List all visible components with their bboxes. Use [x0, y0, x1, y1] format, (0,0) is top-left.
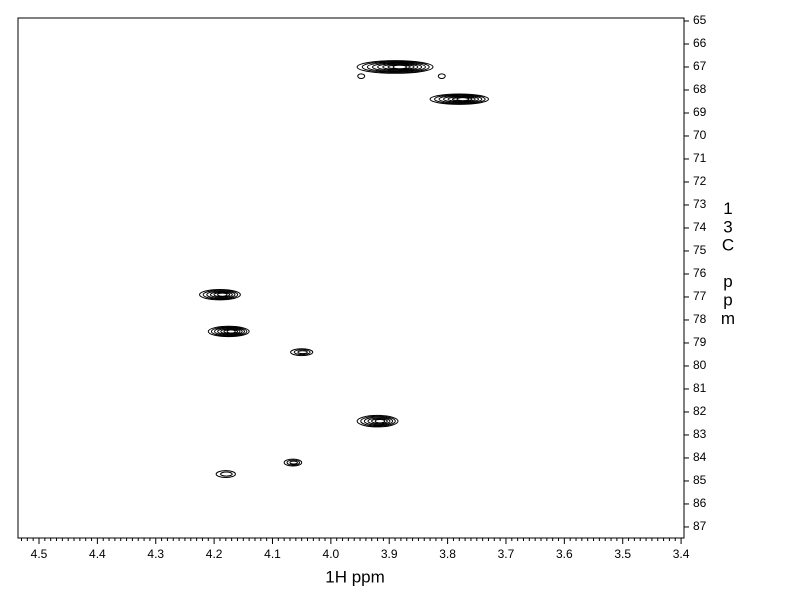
- x-tick-label: 3.9: [381, 547, 398, 561]
- x-tick-label: 4.4: [89, 547, 106, 561]
- x-tick-label: 3.8: [439, 547, 456, 561]
- x-tick-label: 4.3: [147, 547, 164, 561]
- y-tick-label: 73: [693, 197, 707, 211]
- contour-ring: [207, 325, 250, 338]
- contour-ring: [377, 63, 419, 71]
- peak: [290, 348, 314, 357]
- contour-ring: [366, 61, 426, 73]
- y-tick-label: 83: [693, 427, 707, 441]
- contour-ring: [392, 64, 407, 70]
- x-tick-label: 3.4: [673, 547, 690, 561]
- peak: [357, 73, 366, 79]
- contour-ring: [382, 63, 415, 71]
- contour-ring: [297, 350, 308, 355]
- contour-ring: [360, 415, 396, 427]
- contour-ring: [214, 327, 246, 336]
- y-tick-label: 84: [693, 450, 707, 464]
- y-tick-label: 65: [693, 13, 707, 27]
- y-tick-label: 70: [693, 128, 707, 142]
- contour-ring: [220, 471, 233, 477]
- contour-ring: [206, 290, 236, 299]
- y-tick-label: 81: [693, 381, 707, 395]
- x-axis-label: 1H ppm: [325, 567, 385, 586]
- peak: [356, 414, 399, 428]
- y-tick-label: 69: [693, 105, 707, 119]
- y-tick-label: 77: [693, 289, 707, 303]
- y-tick-label: 74: [693, 220, 707, 234]
- contour-ring: [429, 93, 489, 105]
- peak: [207, 325, 250, 338]
- contour-ring: [210, 326, 248, 337]
- contour-ring: [434, 94, 486, 105]
- contour-ring: [438, 94, 483, 104]
- contour-ring: [443, 95, 480, 103]
- y-tick-label: 75: [693, 243, 707, 257]
- y-tick-label: 66: [693, 36, 707, 50]
- y-tick-label: 71: [693, 151, 707, 165]
- contour-ring: [199, 288, 241, 301]
- contour-ring: [217, 292, 228, 297]
- plot-frame: [17, 17, 685, 539]
- contour-ring: [215, 470, 236, 479]
- contour-ring: [289, 460, 298, 465]
- contour-ring: [357, 73, 366, 79]
- y-tick-label: 68: [693, 82, 707, 96]
- contour-ring: [293, 349, 311, 356]
- contour-ring: [356, 414, 399, 428]
- contour-ring: [283, 458, 303, 467]
- contour-ring: [220, 328, 241, 335]
- x-tick-label: 3.5: [614, 547, 631, 561]
- contour-ring: [361, 60, 430, 74]
- y-tick-label: 86: [693, 496, 707, 510]
- x-tick-label: 3.6: [556, 547, 573, 561]
- y-tick-label: 76: [693, 266, 707, 280]
- peak: [215, 470, 236, 479]
- peak: [429, 93, 489, 105]
- contour-ring: [372, 62, 423, 72]
- contour-ring: [374, 418, 386, 424]
- x-tick-label: 3.7: [498, 547, 515, 561]
- contour-ring: [209, 291, 233, 298]
- contour-ring: [456, 97, 470, 102]
- contour-ring: [202, 289, 239, 300]
- y-tick-label: 79: [693, 335, 707, 349]
- contour-ring: [226, 329, 236, 334]
- contour-ring: [356, 60, 434, 74]
- x-tick-label: 4.1: [264, 547, 281, 561]
- x-tick-label: 4.2: [206, 547, 223, 561]
- peak: [283, 458, 303, 467]
- y-tick-label: 85: [693, 473, 707, 487]
- contour-ring: [290, 348, 314, 357]
- y-tick-label: 82: [693, 404, 707, 418]
- contour-ring: [286, 459, 301, 466]
- contour-ring: [363, 416, 394, 426]
- contour-ring: [447, 96, 476, 103]
- y-tick-label: 72: [693, 174, 707, 188]
- peak: [437, 73, 446, 79]
- y-tick-label: 80: [693, 358, 707, 372]
- contour-ring: [367, 417, 391, 425]
- y-tick-label: 78: [693, 312, 707, 326]
- peak: [356, 60, 434, 74]
- x-tick-label: 4.5: [31, 547, 48, 561]
- contour-ring: [437, 73, 446, 79]
- y-tick-label: 87: [693, 519, 707, 533]
- contour-ring: [217, 327, 243, 336]
- peak: [199, 288, 241, 301]
- x-tick-label: 4.0: [323, 547, 340, 561]
- y-tick-label: 67: [693, 59, 707, 73]
